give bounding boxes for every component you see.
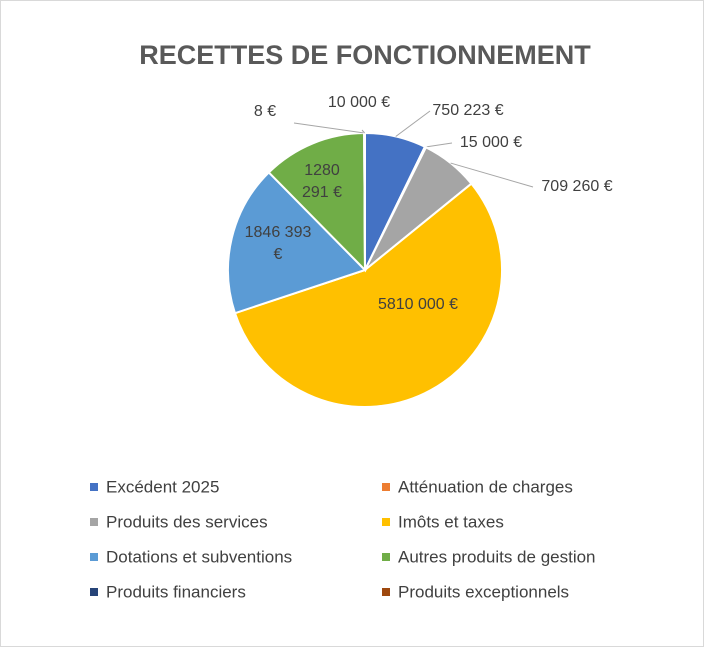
data-label: 15 000 € [459, 134, 523, 151]
leader-line [425, 142, 453, 148]
data-label: 709 260 € [541, 178, 613, 195]
legend-label: Dotations et subventions [106, 547, 292, 566]
data-label: 10 000 € [327, 94, 391, 111]
leader-line [361, 129, 365, 134]
pie-slice [233, 182, 503, 408]
legend-swatch [382, 483, 390, 491]
legend-label: Atténuation de charges [398, 477, 573, 496]
legend-swatch [90, 483, 98, 491]
legend-label: Autres produits de gestion [398, 547, 596, 566]
legend-label: Produits financiers [106, 582, 246, 601]
leader-line [293, 122, 365, 134]
pie-slice [267, 131, 367, 273]
leader-line [450, 162, 534, 188]
legend-swatch [382, 588, 390, 596]
legend-swatch [90, 553, 98, 561]
legend-label: Produits des services [106, 512, 268, 531]
data-label: 5810 000 € [377, 296, 459, 313]
pie-slice [363, 131, 366, 271]
data-label: 8 € [253, 103, 277, 120]
legend-swatch [90, 588, 98, 596]
legend-swatch [90, 518, 98, 526]
legend-swatch [382, 518, 390, 526]
data-label: 1846 393 € [244, 224, 312, 263]
legend-label: Imôts et taxes [398, 512, 504, 531]
legend-label: Excédent 2025 [106, 477, 219, 496]
legend-swatch [382, 553, 390, 561]
pie-slice [227, 170, 367, 315]
data-label: 750 223 € [432, 102, 504, 119]
chart-title: RECETTES DE FONCTIONNEMENT [139, 40, 591, 70]
data-label: 1280 291 € [301, 162, 343, 201]
leader-line [395, 110, 431, 137]
legend-label: Produits exceptionnels [398, 582, 569, 601]
